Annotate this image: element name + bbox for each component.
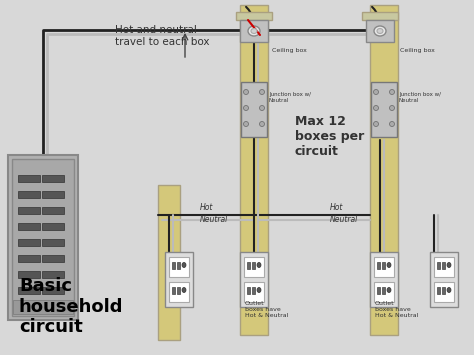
Text: Max 12
boxes per
circuit: Max 12 boxes per circuit [295, 115, 364, 158]
FancyBboxPatch shape [240, 5, 268, 335]
Circle shape [390, 89, 394, 94]
FancyBboxPatch shape [374, 257, 394, 277]
Circle shape [244, 121, 248, 126]
FancyBboxPatch shape [18, 175, 40, 182]
Text: Outlet
boxes have
Hot & Neutral: Outlet boxes have Hot & Neutral [375, 301, 419, 318]
Bar [442, 262, 445, 269]
Text: Ceiling box: Ceiling box [400, 48, 435, 53]
Circle shape [259, 121, 264, 126]
FancyBboxPatch shape [434, 282, 454, 302]
Text: Outlet
boxes have
Hot & Neutral: Outlet boxes have Hot & Neutral [245, 301, 288, 318]
FancyBboxPatch shape [169, 282, 189, 302]
Circle shape [390, 105, 394, 110]
FancyBboxPatch shape [13, 300, 73, 314]
FancyBboxPatch shape [370, 5, 398, 335]
Bar [172, 287, 175, 294]
Bar [442, 287, 445, 294]
Text: Hot: Hot [330, 203, 343, 212]
Text: Hot: Hot [200, 203, 213, 212]
Circle shape [390, 121, 394, 126]
Text: Ceiling box: Ceiling box [272, 48, 307, 53]
FancyBboxPatch shape [18, 223, 40, 230]
Ellipse shape [387, 288, 391, 293]
FancyBboxPatch shape [8, 155, 78, 320]
Ellipse shape [257, 262, 261, 268]
FancyBboxPatch shape [18, 287, 40, 294]
FancyBboxPatch shape [42, 287, 64, 294]
FancyBboxPatch shape [236, 12, 272, 20]
Circle shape [259, 89, 264, 94]
Bar [252, 262, 255, 269]
FancyBboxPatch shape [244, 282, 264, 302]
FancyBboxPatch shape [169, 257, 189, 277]
Text: Hot and neutral
travel to each box: Hot and neutral travel to each box [115, 26, 210, 47]
Circle shape [374, 89, 379, 94]
Ellipse shape [447, 262, 451, 268]
Text: Basic
household
circuit: Basic household circuit [19, 277, 123, 337]
Bar [247, 262, 250, 269]
FancyBboxPatch shape [371, 82, 397, 137]
FancyBboxPatch shape [18, 239, 40, 246]
FancyBboxPatch shape [42, 239, 64, 246]
Bar [252, 287, 255, 294]
Bar [382, 262, 385, 269]
Ellipse shape [377, 28, 383, 33]
Text: Neutral: Neutral [200, 215, 228, 224]
Bar [382, 287, 385, 294]
FancyBboxPatch shape [42, 207, 64, 214]
Ellipse shape [248, 26, 260, 36]
FancyBboxPatch shape [12, 159, 74, 316]
FancyBboxPatch shape [42, 175, 64, 182]
FancyBboxPatch shape [430, 252, 458, 307]
FancyBboxPatch shape [374, 282, 394, 302]
FancyBboxPatch shape [370, 252, 398, 307]
Circle shape [244, 105, 248, 110]
Bar [177, 287, 180, 294]
Ellipse shape [447, 288, 451, 293]
FancyBboxPatch shape [241, 82, 267, 137]
Text: Junction box w/
Neutral: Junction box w/ Neutral [269, 92, 311, 103]
Ellipse shape [251, 28, 257, 33]
Circle shape [259, 105, 264, 110]
Bar [437, 262, 440, 269]
FancyBboxPatch shape [240, 20, 268, 42]
FancyBboxPatch shape [366, 20, 394, 42]
FancyBboxPatch shape [42, 255, 64, 262]
FancyBboxPatch shape [434, 257, 454, 277]
Circle shape [244, 89, 248, 94]
Text: Neutral: Neutral [330, 215, 358, 224]
FancyBboxPatch shape [165, 252, 193, 307]
Bar [247, 287, 250, 294]
Bar [377, 262, 380, 269]
Ellipse shape [182, 262, 186, 268]
FancyBboxPatch shape [362, 12, 398, 20]
FancyBboxPatch shape [18, 271, 40, 278]
Ellipse shape [182, 288, 186, 293]
Circle shape [374, 105, 379, 110]
Ellipse shape [387, 262, 391, 268]
Bar [172, 262, 175, 269]
Ellipse shape [257, 288, 261, 293]
Bar [377, 287, 380, 294]
Circle shape [374, 121, 379, 126]
Bar [437, 287, 440, 294]
Text: Junction box w/
Neutral: Junction box w/ Neutral [399, 92, 441, 103]
FancyBboxPatch shape [42, 191, 64, 198]
Bar [177, 262, 180, 269]
FancyBboxPatch shape [244, 257, 264, 277]
FancyBboxPatch shape [18, 207, 40, 214]
FancyBboxPatch shape [18, 255, 40, 262]
FancyBboxPatch shape [18, 191, 40, 198]
FancyBboxPatch shape [42, 271, 64, 278]
FancyBboxPatch shape [158, 185, 180, 340]
Ellipse shape [374, 26, 386, 36]
FancyBboxPatch shape [42, 223, 64, 230]
FancyBboxPatch shape [240, 252, 268, 307]
